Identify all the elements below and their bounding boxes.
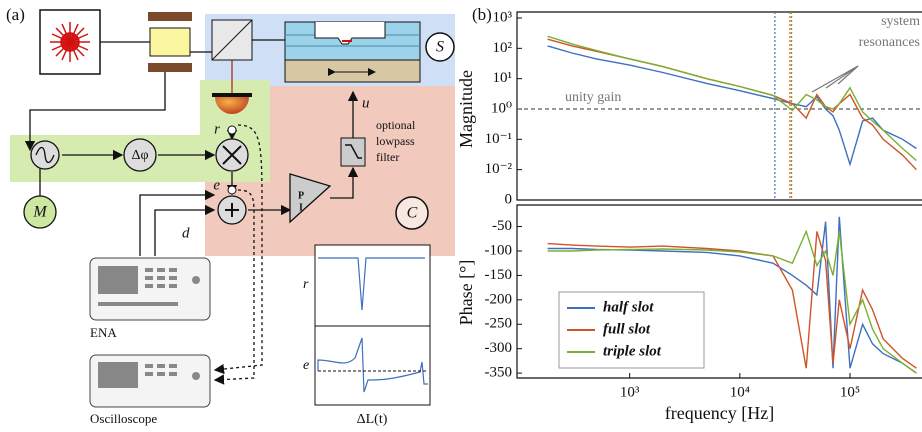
inset-label: r (303, 277, 309, 292)
instrument-label: Oscilloscope (90, 411, 157, 426)
y-tick-label: 0 (505, 191, 513, 207)
y-tick-label: -150 (485, 267, 513, 283)
charts: 10³ 10² 10¹ 10⁰ 10⁻¹ 10⁻² 0 Magnitude unity gain… (456, 9, 922, 423)
phase-shift-label: Δφ (131, 148, 148, 163)
annotation: resonances (859, 35, 920, 50)
annotation-arrow (826, 66, 858, 88)
y-axis-label: Magnitude (456, 70, 476, 148)
y-tick-label: -350 (485, 365, 513, 381)
x-tick-label: 10³ (620, 384, 640, 400)
diagram: (a) S M C Δφ r e u d P I optional lowpas… (6, 5, 455, 427)
filter-label: optional (376, 118, 416, 132)
y-tick-label: 10³ (493, 9, 513, 25)
signal-label: d (182, 225, 190, 241)
y-tick-label: -250 (485, 316, 513, 332)
controller-term: P (298, 190, 304, 201)
y-tick-label: 10⁻¹ (485, 131, 512, 147)
panel-label: (a) (6, 5, 25, 24)
inset-label: e (303, 358, 309, 373)
y-tick-label: -200 (485, 291, 513, 307)
x-tick-label: 10⁵ (840, 384, 860, 400)
y-tick-label: -50 (492, 218, 512, 234)
x-tick-label: 10⁴ (730, 384, 750, 400)
figure: (a) S M C Δφ r e u d P I optional lowpas… (0, 0, 922, 432)
y-tick-label: 10⁰ (491, 100, 512, 116)
filter-label: filter (376, 150, 399, 164)
y-tick-label: -100 (485, 242, 513, 258)
panel-label: (b) (472, 5, 492, 24)
signal-label: r (214, 121, 220, 137)
signal-label: e (213, 177, 220, 193)
y-tick-label: 10¹ (493, 70, 513, 86)
signal-label: u (362, 95, 370, 111)
controller-label: C (407, 205, 418, 222)
filter-label: lowpass (376, 134, 415, 148)
y-tick-label: 10² (493, 40, 513, 56)
modulation-label: M (32, 204, 48, 221)
y-tick-label: -300 (485, 340, 513, 356)
legend-label: full slot (603, 321, 651, 337)
annotation-arrow (812, 66, 858, 92)
y-axis-label: Phase [°] (456, 260, 476, 326)
reference-label: unity gain (565, 90, 621, 105)
y-tick-label: 10⁻² (485, 161, 513, 177)
x-axis-label: frequency [Hz] (665, 403, 774, 423)
system-label: S (436, 39, 444, 56)
annotation: system (881, 14, 920, 29)
instrument-label: ENA (90, 325, 117, 340)
inset-label: ΔL(t) (357, 412, 388, 427)
legend-label: triple slot (603, 343, 662, 359)
legend-label: half slot (603, 299, 654, 315)
controller-term: I (299, 202, 303, 213)
